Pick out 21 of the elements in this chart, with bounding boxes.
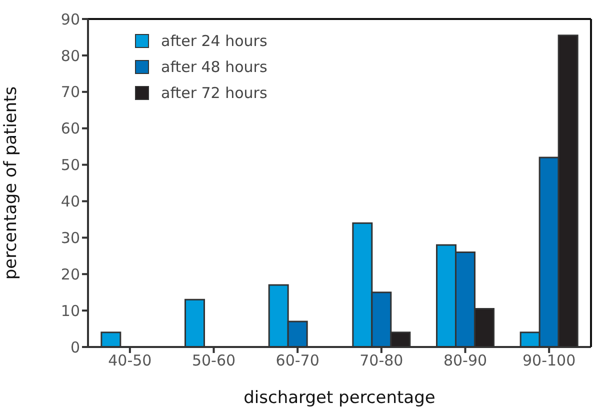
x-tick-label: 70-80 — [360, 352, 404, 370]
y-tick-label: 70 — [60, 83, 80, 102]
y-tick-label: 80 — [60, 46, 80, 65]
legend-label: after 48 hours — [161, 57, 268, 78]
y-tick-label: 30 — [60, 228, 80, 247]
x-tick-label: 80-90 — [443, 352, 488, 370]
legend-label: after 72 hours — [161, 83, 268, 104]
x-axis-title: discharget percentage — [244, 388, 436, 408]
x-tick-label: 90-100 — [522, 352, 576, 370]
y-tick-label: 40 — [60, 192, 80, 211]
y-tick-label: 60 — [60, 120, 80, 138]
x-tick-label: 60-70 — [276, 352, 320, 370]
y-tick-label: 20 — [60, 265, 80, 284]
x-tick-label: 40-50 — [108, 352, 152, 370]
y-tick-label: 90 — [60, 10, 80, 28]
x-tick-label: 50-60 — [192, 352, 236, 370]
y-axis-title: percentage of patients — [1, 86, 22, 280]
y-tick-label: 0 — [70, 338, 80, 356]
legend-label: after 24 hours — [161, 31, 268, 52]
y-tick-label: 10 — [60, 302, 80, 320]
y-tick-label: 50 — [60, 156, 80, 174]
